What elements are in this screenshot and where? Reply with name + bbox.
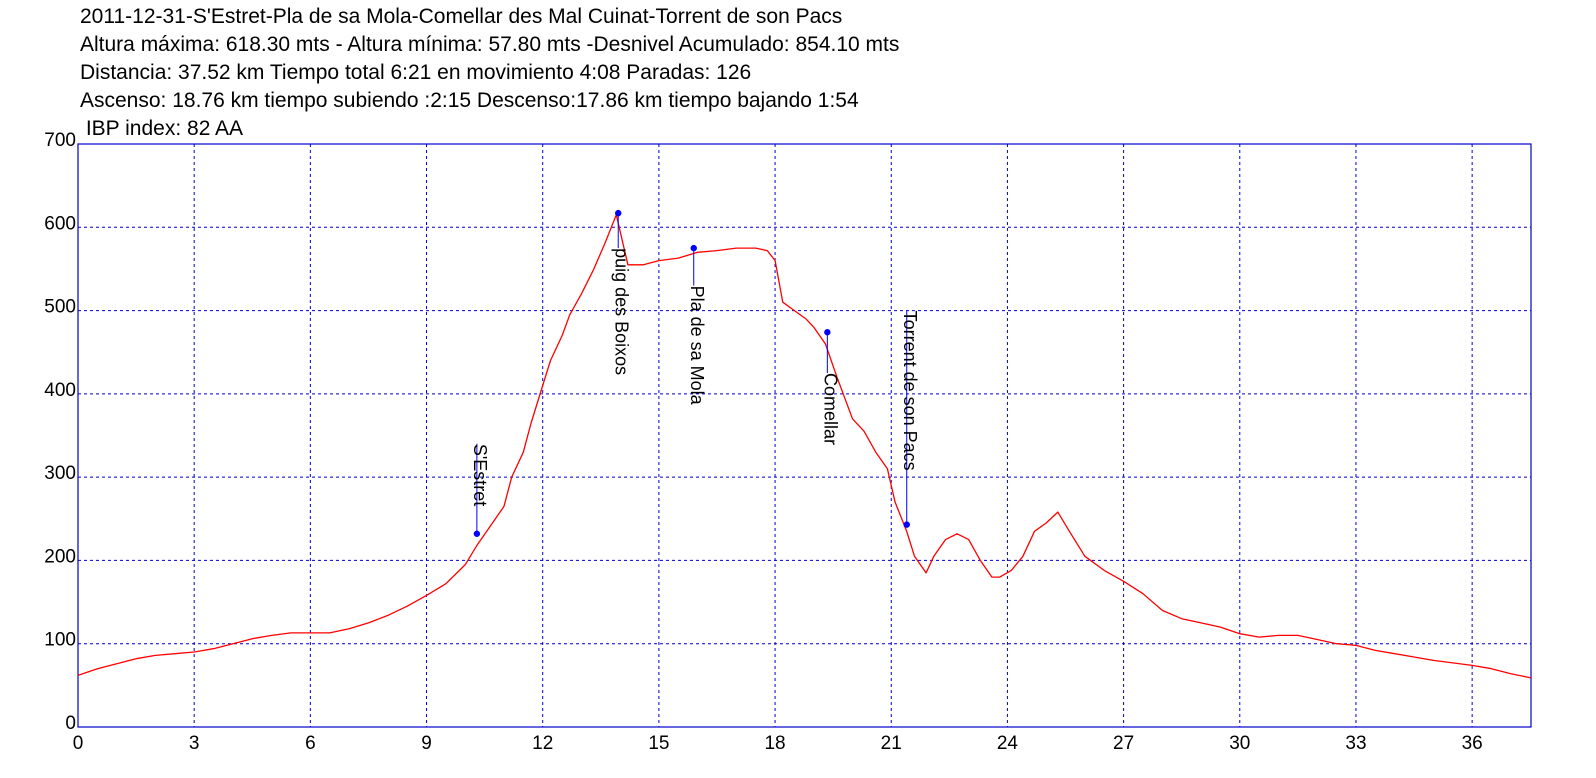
waypoint: puig des Boixos: [611, 209, 631, 375]
y-tick-label: 0: [65, 713, 76, 734]
header-line-title: 2011-12-31-S'Estret-Pla de sa Mola-Comel…: [80, 5, 842, 28]
waypoint: Pla de sa Mola: [687, 244, 707, 406]
header-line-ascent: Ascenso: 18.76 km tiempo subiendo :2:15 …: [80, 89, 859, 112]
y-tick-label: 500: [44, 297, 76, 318]
waypoint-label: puig des Boixos: [611, 248, 631, 375]
x-tick-label: 0: [73, 733, 84, 754]
axes: 0 3 6 9 12 15 18 21 24 27 30 33 36010020030040050060…: [44, 130, 1532, 754]
header-line-distance: Distancia: 37.52 km Tiempo total 6:21 en…: [80, 61, 751, 84]
x-tick-label: 9: [421, 733, 432, 754]
y-tick-label: 300: [44, 463, 76, 484]
x-tick-label: 15: [648, 733, 669, 754]
plot-frame: [77, 143, 1532, 728]
x-tick-label: 6: [305, 733, 316, 754]
waypoint-annotations: S'Estret puig des Boixos Pla de sa Mola Com…: [470, 209, 920, 537]
y-tick-label: 200: [44, 546, 76, 567]
header-line-altitude: Altura máxima: 618.30 mts - Altura mínim…: [80, 33, 899, 56]
waypoint: S'Estret: [470, 443, 490, 537]
elevation-line: [77, 214, 1532, 679]
waypoint-label: Torrent de son Pacs: [900, 311, 920, 471]
x-tick-label: 33: [1345, 733, 1366, 754]
x-tick-label: 3: [189, 733, 200, 754]
x-tick-label: 12: [532, 733, 553, 754]
waypoint-marker: [903, 521, 910, 528]
x-tick-label: 24: [997, 733, 1019, 754]
x-tick-label: 18: [764, 733, 785, 754]
header-line-ibp: IBP index: 82 AA: [80, 117, 243, 140]
y-tick-label: 600: [44, 213, 76, 234]
waypoint-label: S'Estret: [470, 444, 490, 506]
x-tick-label: 30: [1229, 733, 1250, 754]
waypoint-marker: [690, 244, 697, 252]
x-tick-label: 21: [881, 733, 902, 754]
y-tick-label: 400: [44, 380, 76, 401]
chart-header: 2011-12-31-S'Estret-Pla de sa Mola-Comel…: [80, 5, 899, 140]
waypoint-marker: [473, 530, 481, 537]
y-tick-label: 700: [44, 130, 76, 151]
y-tick-label: 100: [44, 630, 76, 651]
waypoint-marker: [615, 209, 622, 217]
waypoint: Torrent de son Pacs: [900, 310, 920, 528]
waypoint-label: Pla de sa Mola: [687, 286, 707, 406]
x-tick-label: 36: [1462, 733, 1483, 754]
plot-area: [77, 214, 1532, 679]
waypoint-marker: [824, 329, 831, 336]
grid-lines: [78, 144, 1531, 727]
waypoint-label: Comellar: [821, 373, 841, 445]
x-tick-label: 27: [1113, 733, 1134, 754]
waypoint: Comellar: [821, 329, 841, 445]
